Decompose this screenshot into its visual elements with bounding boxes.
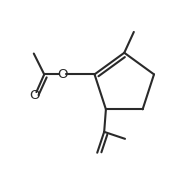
Text: O: O	[29, 89, 40, 102]
Text: O: O	[57, 68, 68, 81]
